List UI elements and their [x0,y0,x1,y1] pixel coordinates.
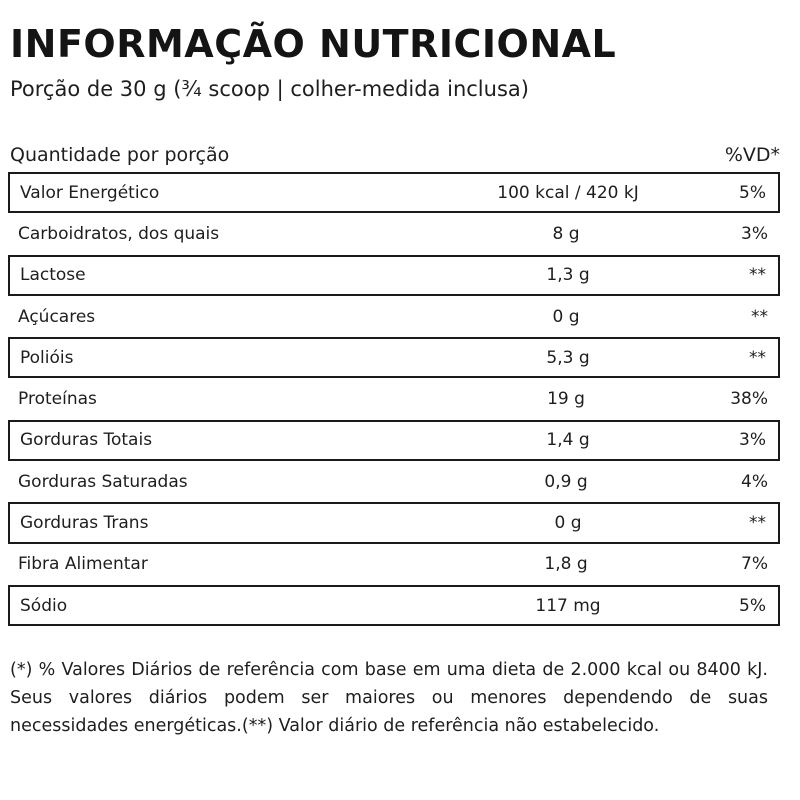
table-row: Carboidratos, dos quais 8 g 3% [8,213,780,254]
table-header: Quantidade por porção %VD* [10,144,780,170]
nutrient-name: Sódio [20,595,68,616]
nutrient-amount: 117 mg [535,595,601,616]
nutrient-amount: 0 g [552,306,580,327]
nutrient-vd: 3% [739,430,766,451]
table-row: Lactose 1,3 g ** [8,254,780,296]
vd-header: %VD* [724,144,780,166]
nutrient-vd: 38% [730,389,768,410]
nutrient-name: Fibra Alimentar [18,554,148,575]
nutrient-vd: 7% [741,554,768,575]
nutrient-amount: 8 g [552,223,580,244]
nutrient-vd: ** [749,513,766,534]
table-row: Gorduras Trans 0 g ** [8,502,780,544]
table-row: Valor Energético 100 kcal / 420 kJ 5% [8,172,780,214]
table-row: Sódio 117 mg 5% [8,584,780,627]
nutrient-name: Carboidratos, dos quais [18,223,220,244]
table-row: Açúcares 0 g ** [8,296,780,337]
nutrient-vd: ** [749,265,766,286]
nutrient-name: Gorduras Trans [20,513,149,534]
table-row: Gorduras Totais 1,4 g 3% [8,419,780,462]
nutrient-amount: 1,4 g [546,430,590,451]
nutrient-vd: 4% [741,471,768,492]
nutrient-name: Polióis [20,347,74,368]
nutrient-name: Gorduras Saturadas [18,471,188,492]
table-row: Polióis 5,3 g ** [8,337,780,379]
nutrient-amount: 0 g [554,513,582,534]
nutrient-name: Valor Energético [20,182,160,203]
page-title: INFORMAÇÃO NUTRICIONAL [10,22,617,66]
nutrition-table: Valor Energético 100 kcal / 420 kJ 5% Ca… [8,172,780,627]
nutrient-amount: 1,3 g [546,265,590,286]
nutrient-vd: 5% [739,182,766,203]
nutrient-vd: ** [751,306,768,327]
nutrient-amount: 19 g [547,389,585,410]
nutrient-amount: 100 kcal / 420 kJ [497,182,639,203]
nutrient-amount: 0,9 g [544,471,588,492]
table-row: Proteínas 19 g 38% [8,378,780,419]
nutrient-name: Lactose [20,265,86,286]
nutrient-vd: 5% [739,595,766,616]
nutrient-name: Açúcares [18,306,96,327]
nutrient-amount: 1,8 g [544,554,588,575]
nutrient-amount: 5,3 g [546,347,590,368]
nutrient-vd: 3% [741,223,768,244]
nutrient-vd: ** [749,347,766,368]
serving-size: Porção de 30 g (¾ scoop | colher-medida … [10,77,529,101]
quantity-header: Quantidade por porção [10,144,230,166]
table-row: Fibra Alimentar 1,8 g 7% [8,544,780,585]
footnote: (*) % Valores Diários de referência com … [10,660,768,736]
nutrient-name: Gorduras Totais [20,430,153,451]
nutrient-name: Proteínas [18,389,97,410]
table-row: Gorduras Saturadas 0,9 g 4% [8,461,780,502]
